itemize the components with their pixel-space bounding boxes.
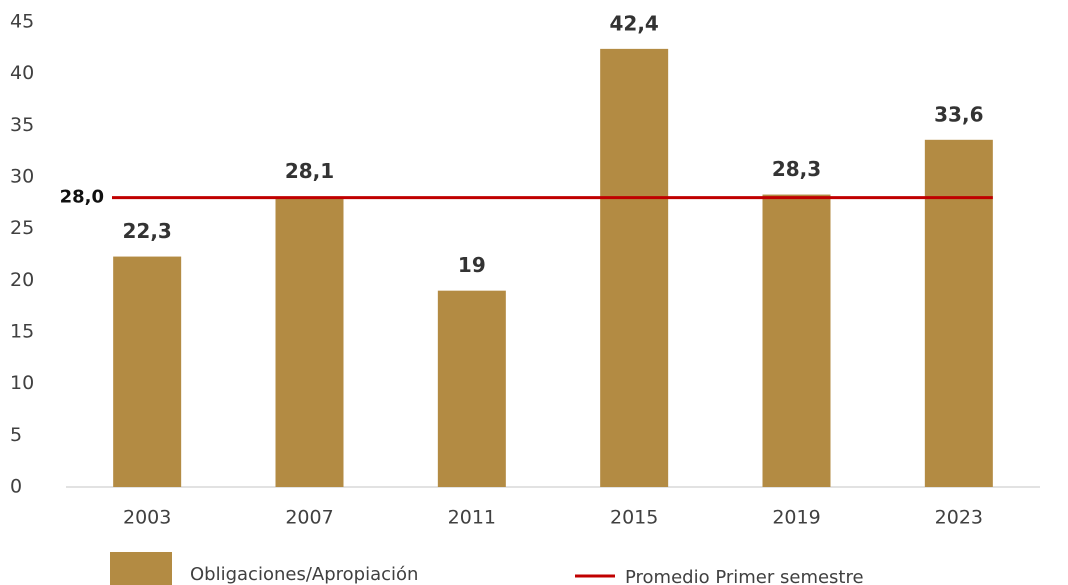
bar (600, 48, 669, 487)
value-label: 28,3 (772, 157, 821, 181)
x-tick-label: 2015 (610, 507, 658, 529)
value-label: 19 (458, 253, 486, 277)
bar (924, 139, 993, 488)
value-label: 28,1 (285, 159, 334, 183)
value-label: 33,6 (934, 102, 983, 126)
x-tick-label: 2011 (448, 507, 496, 529)
y-tick-label: 40 (10, 62, 34, 84)
x-tick-label: 2023 (935, 507, 983, 529)
legend-label: Promedio Primer semestre (625, 567, 864, 585)
bar (275, 196, 344, 487)
y-tick-label: 25 (10, 217, 34, 239)
legend-swatch (110, 552, 172, 585)
y-tick-label: 20 (10, 269, 34, 291)
x-tick-label: 2003 (123, 507, 171, 529)
legend-label: Obligaciones/Apropiación (190, 564, 418, 585)
bar (762, 194, 831, 488)
y-tick-label: 10 (10, 372, 34, 394)
x-tick-label: 2019 (772, 507, 820, 529)
y-tick-label: 15 (10, 321, 34, 343)
reference-label: 28,0 (60, 187, 104, 208)
bar (437, 290, 506, 487)
y-tick-label: 35 (10, 114, 34, 136)
y-tick-label: 30 (10, 166, 34, 188)
value-label: 22,3 (122, 219, 171, 243)
x-tick-label: 2007 (285, 507, 333, 529)
y-tick-label: 0 (10, 476, 22, 498)
bar (113, 256, 182, 487)
value-label: 42,4 (609, 11, 658, 35)
y-tick-label: 5 (10, 424, 22, 446)
y-tick-label: 45 (10, 11, 34, 33)
